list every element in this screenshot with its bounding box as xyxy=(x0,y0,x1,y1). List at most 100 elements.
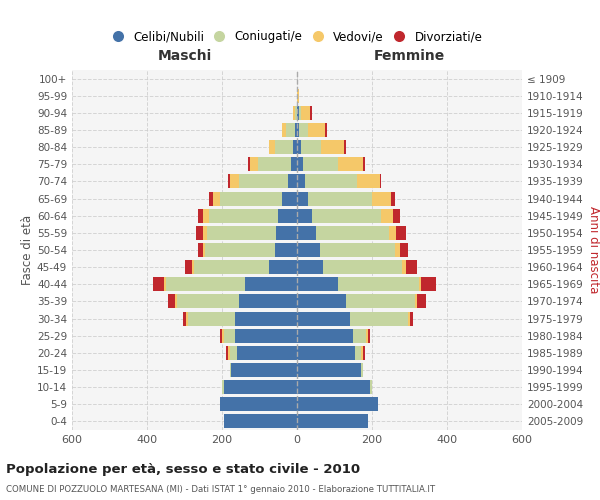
Bar xyxy=(212,192,220,205)
Bar xyxy=(227,174,229,188)
Bar xyxy=(297,158,302,172)
Bar xyxy=(301,140,322,154)
Bar xyxy=(406,260,417,274)
Bar xyxy=(282,123,286,137)
Bar xyxy=(250,158,257,172)
Bar xyxy=(312,208,382,222)
Bar xyxy=(415,294,417,308)
Bar xyxy=(308,192,372,205)
Bar xyxy=(239,294,297,308)
Bar xyxy=(338,158,362,172)
Bar xyxy=(209,208,278,222)
Bar xyxy=(421,278,436,291)
Bar xyxy=(297,106,299,120)
Bar xyxy=(229,174,239,188)
Bar xyxy=(349,312,407,326)
Bar xyxy=(196,226,203,240)
Bar xyxy=(320,243,395,257)
Bar xyxy=(222,328,224,342)
Bar xyxy=(194,260,269,274)
Bar xyxy=(277,226,297,240)
Bar xyxy=(299,106,301,120)
Text: Maschi: Maschi xyxy=(157,49,212,63)
Bar xyxy=(269,140,275,154)
Bar xyxy=(229,363,232,377)
Bar xyxy=(361,346,362,360)
Bar xyxy=(175,294,177,308)
Bar xyxy=(380,174,382,188)
Bar xyxy=(346,294,415,308)
Bar xyxy=(368,328,370,342)
Text: COMUNE DI POZZUOLO MARTESANA (MI) - Dati ISTAT 1° gennaio 2010 - Elaborazione TU: COMUNE DI POZZUOLO MARTESANA (MI) - Dati… xyxy=(6,485,435,494)
Bar xyxy=(370,380,372,394)
Bar xyxy=(187,312,188,326)
Bar xyxy=(232,363,297,377)
Bar xyxy=(297,380,370,394)
Bar xyxy=(197,208,203,222)
Bar xyxy=(275,243,297,257)
Bar xyxy=(245,278,297,291)
Bar xyxy=(164,278,166,291)
Bar xyxy=(402,260,406,274)
Bar xyxy=(166,278,245,291)
Y-axis label: Anni di nascita: Anni di nascita xyxy=(587,206,600,294)
Bar xyxy=(344,140,346,154)
Bar xyxy=(299,123,308,137)
Bar xyxy=(152,278,164,291)
Bar xyxy=(295,106,297,120)
Bar xyxy=(227,346,229,360)
Bar xyxy=(297,312,349,326)
Bar xyxy=(237,346,297,360)
Bar xyxy=(282,192,297,205)
Bar xyxy=(357,174,380,188)
Bar xyxy=(409,312,413,326)
Bar xyxy=(355,346,361,360)
Bar xyxy=(224,328,235,342)
Bar xyxy=(248,158,250,172)
Bar xyxy=(297,140,301,154)
Bar xyxy=(235,328,297,342)
Bar xyxy=(203,243,205,257)
Bar xyxy=(297,174,305,188)
Bar xyxy=(167,294,175,308)
Bar xyxy=(269,260,297,274)
Bar xyxy=(293,140,297,154)
Bar xyxy=(293,106,295,120)
Bar xyxy=(297,208,312,222)
Bar xyxy=(203,208,209,222)
Bar xyxy=(295,123,297,137)
Bar xyxy=(297,328,353,342)
Bar xyxy=(302,158,338,172)
Bar xyxy=(382,208,392,222)
Bar xyxy=(391,192,395,205)
Bar xyxy=(297,192,308,205)
Bar xyxy=(209,192,212,205)
Bar xyxy=(310,106,312,120)
Bar xyxy=(316,226,389,240)
Bar xyxy=(278,208,297,222)
Bar xyxy=(395,243,400,257)
Bar xyxy=(301,106,310,120)
Bar xyxy=(220,328,222,342)
Bar xyxy=(185,260,192,274)
Bar xyxy=(389,226,397,240)
Bar xyxy=(203,226,207,240)
Bar xyxy=(222,380,224,394)
Bar xyxy=(224,414,297,428)
Y-axis label: Fasce di età: Fasce di età xyxy=(21,215,34,285)
Bar xyxy=(235,312,297,326)
Bar xyxy=(417,294,427,308)
Bar xyxy=(197,243,203,257)
Bar xyxy=(362,346,365,360)
Bar xyxy=(182,312,187,326)
Bar xyxy=(353,328,367,342)
Bar xyxy=(297,88,299,102)
Bar xyxy=(177,294,239,308)
Bar xyxy=(297,123,299,137)
Bar xyxy=(207,226,277,240)
Bar xyxy=(305,174,357,188)
Bar xyxy=(372,192,391,205)
Bar xyxy=(297,294,346,308)
Bar xyxy=(297,243,320,257)
Bar xyxy=(361,363,362,377)
